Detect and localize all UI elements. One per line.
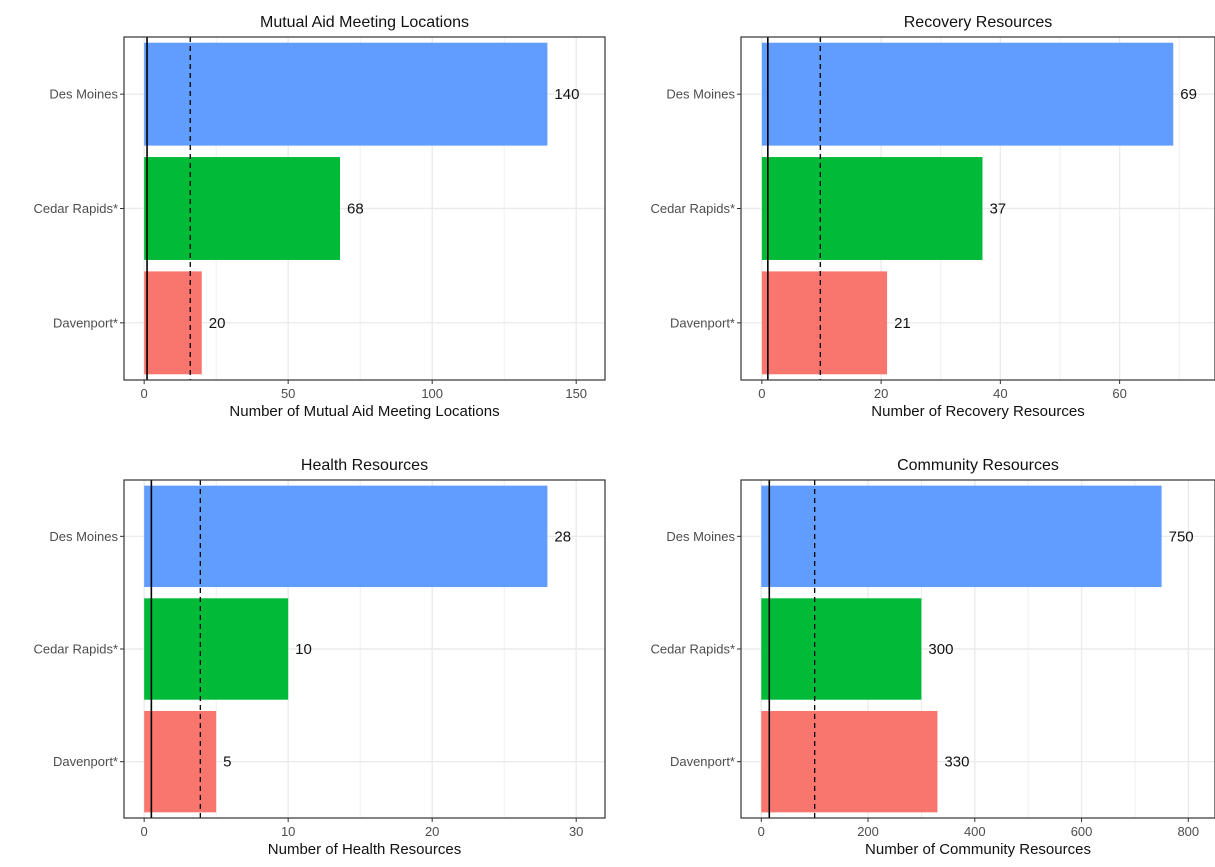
data-label: 5 — [223, 754, 231, 771]
data-label: 68 — [347, 201, 364, 218]
panel-border — [123, 36, 606, 381]
category-label: Cedar Rapids* — [33, 642, 118, 657]
chart-title: Mutual Aid Meeting Locations — [260, 14, 469, 31]
x-axis-label: Number of Health Resources — [268, 841, 461, 858]
x-tick-label: 20 — [425, 824, 439, 839]
data-label: 10 — [295, 641, 312, 658]
x-tick-label: 60 — [1112, 386, 1126, 401]
bar-cedar-rapids — [761, 598, 922, 700]
x-tick-label: 0 — [758, 386, 765, 401]
panel-border — [740, 479, 1215, 819]
category-label: Des Moines — [49, 529, 118, 544]
chart-panel-3: 750 Des Moines 300 Cedar Rapids* 330 Davenpor… — [650, 457, 1215, 858]
category-label: Des Moines — [666, 529, 735, 544]
data-label: 300 — [928, 641, 953, 658]
data-label: 37 — [989, 201, 1006, 218]
category-label: Davenport* — [53, 754, 118, 769]
category-label: Davenport* — [670, 315, 735, 330]
x-tick-label: 10 — [281, 824, 295, 839]
bar-des-moines — [144, 485, 548, 588]
x-tick-label: 600 — [1071, 824, 1093, 839]
bar-davenport — [144, 271, 202, 375]
bar-davenport — [761, 710, 938, 813]
chart-title: Health Resources — [301, 457, 428, 474]
chart-panel-0: 140 Des Moines 68 Cedar Rapids* 20 Davenport*… — [33, 14, 606, 420]
chart-title: Recovery Resources — [904, 14, 1053, 31]
category-label: Cedar Rapids* — [33, 201, 118, 216]
bar-cedar-rapids — [144, 598, 289, 700]
x-tick-label: 150 — [565, 386, 587, 401]
category-label: Des Moines — [666, 87, 735, 102]
x-tick-label: 50 — [281, 386, 295, 401]
data-label: 750 — [1169, 528, 1194, 545]
x-tick-label: 0 — [141, 824, 148, 839]
x-tick-label: 0 — [141, 386, 148, 401]
x-axis-label: Number of Mutual Aid Meeting Locations — [229, 403, 499, 420]
data-label: 28 — [554, 528, 571, 545]
category-label: Des Moines — [49, 87, 118, 102]
panel-border — [740, 36, 1215, 381]
chart-panel-2: 28 Des Moines 10 Cedar Rapids* 5 Davenport* 0 1… — [33, 457, 606, 858]
data-label: 20 — [209, 315, 226, 332]
bar-davenport — [761, 271, 888, 375]
data-label: 140 — [554, 86, 579, 103]
chart-title: Community Resources — [897, 457, 1059, 474]
category-label: Davenport* — [53, 315, 118, 330]
data-label: 69 — [1180, 86, 1197, 103]
data-label: 21 — [894, 315, 911, 332]
x-tick-label: 20 — [874, 386, 888, 401]
bar-cedar-rapids — [144, 157, 341, 260]
x-tick-label: 0 — [758, 824, 765, 839]
bar-davenport — [144, 710, 217, 813]
category-label: Cedar Rapids* — [650, 642, 735, 657]
panel-border — [123, 479, 606, 819]
bar-des-moines — [761, 42, 1174, 146]
bar-des-moines — [144, 42, 548, 146]
x-tick-label: 800 — [1177, 824, 1199, 839]
bar-cedar-rapids — [761, 157, 983, 260]
category-label: Cedar Rapids* — [650, 201, 735, 216]
bar-des-moines — [761, 485, 1162, 588]
x-axis-label: Number of Recovery Resources — [871, 403, 1084, 420]
x-tick-label: 40 — [993, 386, 1007, 401]
x-tick-label: 30 — [569, 824, 583, 839]
category-label: Davenport* — [670, 754, 735, 769]
chart-panel-1: 69 Des Moines 37 Cedar Rapids* 21 Davenport* 0… — [650, 14, 1215, 420]
data-label: 330 — [944, 754, 969, 771]
x-tick-label: 100 — [421, 386, 443, 401]
x-axis-label: Number of Community Resources — [865, 841, 1091, 858]
x-tick-label: 200 — [857, 824, 879, 839]
x-tick-label: 400 — [964, 824, 986, 839]
